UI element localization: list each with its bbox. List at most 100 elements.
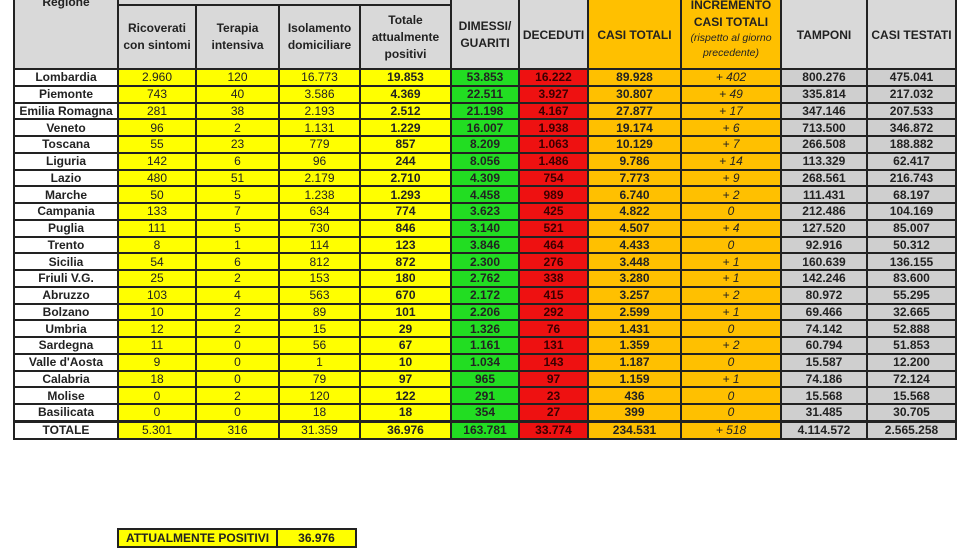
cell-totale-positivi: 670 xyxy=(359,285,452,305)
cell-ricoverati: 0 xyxy=(117,386,197,405)
cell-dimessi: 2.300 xyxy=(450,252,520,271)
header-deceduti: DECEDUTI xyxy=(518,0,589,70)
cell-dimessi: 4.309 xyxy=(450,168,520,188)
cell-totale-positivi: 67 xyxy=(359,336,452,355)
cell-isolamento: 15 xyxy=(278,319,361,338)
cell-dimessi: 8.209 xyxy=(450,135,520,154)
summary-value: 36.976 xyxy=(276,528,357,548)
cell-deceduti: 521 xyxy=(518,218,589,238)
cell-isolamento: 812 xyxy=(278,252,361,271)
cell-incremento: 0 xyxy=(680,386,782,405)
cell-casi-totali: 1.187 xyxy=(587,352,682,372)
cell-region: Veneto xyxy=(13,118,119,137)
summary-label: ATTUALMENTE POSITIVI xyxy=(117,528,278,548)
cell-incremento: + 2 xyxy=(680,185,782,204)
cell-isolamento: 114 xyxy=(278,235,361,255)
cell-region: TOTALE xyxy=(13,420,119,440)
cell-terapia: 2 xyxy=(195,118,280,137)
cell-incremento: + 49 xyxy=(680,84,782,104)
cell-deceduti: 338 xyxy=(518,269,589,288)
header-isolamento: Isolamento domiciliare xyxy=(278,4,361,70)
cell-casi-totali: 3.448 xyxy=(587,252,682,271)
cell-incremento: + 1 xyxy=(680,369,782,389)
cell-tamponi: 160.639 xyxy=(780,252,868,271)
cell-dimessi: 16.007 xyxy=(450,118,520,137)
cell-tamponi: 74.186 xyxy=(780,369,868,389)
cell-incremento: + 7 xyxy=(680,135,782,154)
cell-region: Basilicata xyxy=(13,402,119,423)
cell-isolamento: 1 xyxy=(278,352,361,372)
cell-casi-testati: 104.169 xyxy=(866,202,957,221)
cell-ricoverati: 103 xyxy=(117,285,197,305)
cell-region: Abruzzo xyxy=(13,285,119,305)
cell-region: Friuli V.G. xyxy=(13,269,119,288)
cell-casi-totali: 2.599 xyxy=(587,302,682,322)
cell-dimessi: 163.781 xyxy=(450,420,520,440)
cell-region: Umbria xyxy=(13,319,119,338)
cell-totale-positivi: 10 xyxy=(359,352,452,372)
cell-ricoverati: 11 xyxy=(117,336,197,355)
table-row: Lombardia 2.960 120 16.773 19.853 53.853 16.22… xyxy=(13,68,957,87)
cell-region: Sicilia xyxy=(13,252,119,271)
cell-isolamento: 2.179 xyxy=(278,168,361,188)
table-row: Basilicata 0 0 18 18 354 27 399 0 31.485 30.705 xyxy=(13,402,957,423)
cell-deceduti: 276 xyxy=(518,252,589,271)
cell-ricoverati: 133 xyxy=(117,202,197,221)
cell-casi-totali: 6.740 xyxy=(587,185,682,204)
cell-dimessi: 4.458 xyxy=(450,185,520,204)
cell-casi-totali: 27.877 xyxy=(587,101,682,121)
cell-totale-positivi: 101 xyxy=(359,302,452,322)
header-group-positivi xyxy=(117,0,452,7)
cell-deceduti: 415 xyxy=(518,285,589,305)
cell-isolamento: 18 xyxy=(278,402,361,423)
table-row: Piemonte 743 40 3.586 4.369 22.511 3.927 30.807… xyxy=(13,84,957,104)
cell-deceduti: 27 xyxy=(518,402,589,423)
table-row: Toscana 55 23 779 857 8.209 1.063 10.129 + 7 266.… xyxy=(13,135,957,154)
cell-isolamento: 16.773 xyxy=(278,68,361,87)
cell-incremento: + 1 xyxy=(680,269,782,288)
cell-deceduti: 989 xyxy=(518,185,589,204)
table-row: Emilia Romagna 281 38 2.193 2.512 21.198 4.167… xyxy=(13,101,957,121)
cell-isolamento: 79 xyxy=(278,369,361,389)
cell-incremento: + 4 xyxy=(680,218,782,238)
cell-terapia: 38 xyxy=(195,101,280,121)
cell-casi-testati: 83.600 xyxy=(866,269,957,288)
cell-tamponi: 80.972 xyxy=(780,285,868,305)
cell-casi-totali: 1.159 xyxy=(587,369,682,389)
cell-terapia: 2 xyxy=(195,302,280,322)
cell-incremento: + 1 xyxy=(680,302,782,322)
table-row: Friuli V.G. 25 2 153 180 2.762 338 3.280 + 1 142.… xyxy=(13,269,957,288)
cell-isolamento: 2.193 xyxy=(278,101,361,121)
cell-terapia: 0 xyxy=(195,369,280,389)
cell-dimessi: 3.140 xyxy=(450,218,520,238)
cell-isolamento: 153 xyxy=(278,269,361,288)
cell-deceduti: 464 xyxy=(518,235,589,255)
cell-casi-testati: 32.665 xyxy=(866,302,957,322)
cell-tamponi: 142.246 xyxy=(780,269,868,288)
header-incremento-title: INCREMENTO CASI TOTALI xyxy=(690,0,772,29)
cell-isolamento: 96 xyxy=(278,151,361,171)
cell-deceduti: 76 xyxy=(518,319,589,338)
table-row: Liguria 142 6 96 244 8.056 1.486 9.786 + 14 113.3… xyxy=(13,151,957,171)
cell-incremento: + 6 xyxy=(680,118,782,137)
cell-tamponi: 74.142 xyxy=(780,319,868,338)
table-row: Abruzzo 103 4 563 670 2.172 415 3.257 + 2 80.972 5… xyxy=(13,285,957,305)
header-casi-testati: CASI TESTATI xyxy=(866,0,957,70)
cell-casi-testati: 2.565.258 xyxy=(866,420,957,440)
cell-ricoverati: 10 xyxy=(117,302,197,322)
cell-isolamento: 56 xyxy=(278,336,361,355)
cell-casi-testati: 51.853 xyxy=(866,336,957,355)
cell-totale-positivi: 180 xyxy=(359,269,452,288)
cell-totale-positivi: 97 xyxy=(359,369,452,389)
cell-casi-totali: 9.786 xyxy=(587,151,682,171)
cell-casi-testati: 30.705 xyxy=(866,402,957,423)
cell-region: Bolzano xyxy=(13,302,119,322)
cell-region: Emilia Romagna xyxy=(13,101,119,121)
cell-isolamento: 1.238 xyxy=(278,185,361,204)
cell-ricoverati: 0 xyxy=(117,402,197,423)
cell-casi-totali: 89.928 xyxy=(587,68,682,87)
cell-terapia: 2 xyxy=(195,269,280,288)
table-row: Marche 50 5 1.238 1.293 4.458 989 6.740 + 2 111.4… xyxy=(13,185,957,204)
cell-totale-positivi: 1.293 xyxy=(359,185,452,204)
cell-tamponi: 4.114.572 xyxy=(780,420,868,440)
